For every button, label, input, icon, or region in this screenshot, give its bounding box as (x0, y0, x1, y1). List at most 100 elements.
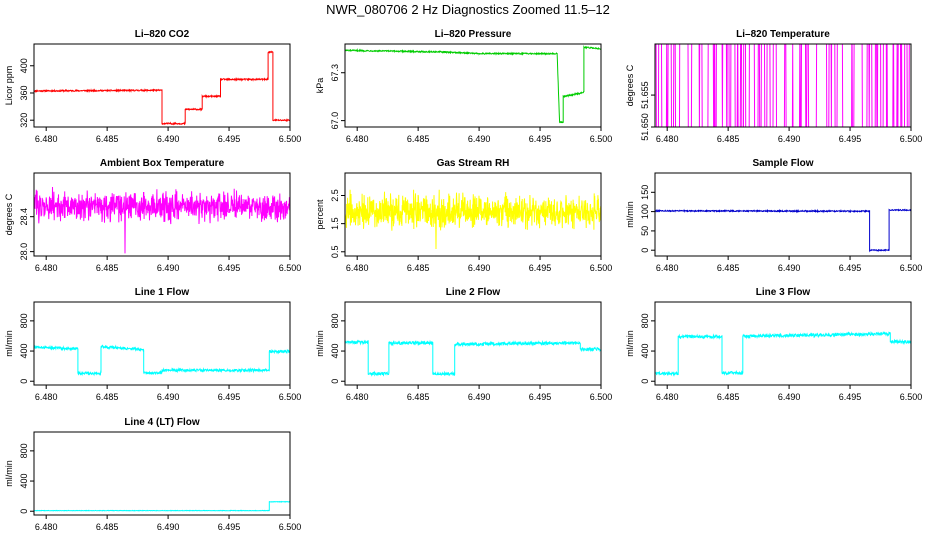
line-3-flow-xtick-label: 6.485 (717, 392, 740, 402)
li-820-co2-title: Li–820 CO2 (135, 29, 190, 40)
ambient-box-temperature-xtick-label: 6.490 (157, 263, 180, 273)
gas-stream-rh-plot-frame (344, 172, 602, 257)
line-2-flow-ytick-label: 800 (330, 313, 340, 328)
ambient-box-temperature-ylabel: degrees C (4, 193, 14, 235)
line-2-flow-ytick-label: 400 (330, 343, 340, 358)
li-820-co2-ytick-label: 400 (19, 58, 29, 73)
line-3-flow-xtick-label: 6.480 (656, 392, 679, 402)
li-820-co2-ytick-label: 320 (19, 113, 29, 128)
li-820-temperature-xtick-label: 6.495 (839, 134, 862, 144)
line-3-flow-ylabel: ml/min (625, 330, 635, 357)
li-820-pressure-xtick-label: 6.495 (529, 134, 552, 144)
gas-stream-rh-ytick-label: 0.5 (330, 246, 340, 259)
panel-li-820-co2: Li–820 CO2 Licor ppm 6.480 6.485 6.490 6.495 6… (4, 29, 301, 144)
li-820-pressure-xtick-label: 6.500 (590, 134, 613, 144)
sample-flow-title: Sample Flow (752, 158, 813, 169)
line-3-flow-ytick-label: 0 (640, 379, 650, 384)
line-2-flow-xtick-label: 6.495 (529, 392, 552, 402)
line-1-flow-ytick-label: 0 (19, 379, 29, 384)
sample-flow-xtick-label: 6.495 (839, 263, 862, 273)
gas-stream-rh-xtick-label: 6.485 (407, 263, 430, 273)
line-4-lt-flow-plot-frame (33, 431, 291, 516)
li-820-co2-ylabel: Licor ppm (4, 66, 14, 106)
line-3-flow-plot-frame (654, 301, 912, 386)
sample-flow-xtick-label: 6.485 (717, 263, 740, 273)
li-820-temperature-series-line (655, 44, 911, 127)
li-820-temperature-xtick-label: 6.480 (656, 134, 679, 144)
line-2-flow-ylabel: ml/min (315, 330, 325, 357)
ambient-box-temperature-xtick-label: 6.495 (218, 263, 241, 273)
line-4-lt-flow-ytick-label: 800 (19, 443, 29, 458)
sample-flow-xtick-label: 6.480 (656, 263, 679, 273)
gas-stream-rh-xtick-label: 6.495 (529, 263, 552, 273)
li-820-temperature-title: Li–820 Temperature (736, 29, 830, 40)
line-1-flow-xtick-label: 6.495 (218, 392, 241, 402)
li-820-pressure-ytick-label: 67.0 (330, 112, 340, 130)
line-2-flow-series-line (345, 339, 601, 377)
panel-line-3-flow: Line 3 Flow ml/min 6.480 6.485 6.490 6.495 6.5… (625, 287, 922, 402)
ambient-box-temperature-title: Ambient Box Temperature (100, 158, 225, 169)
panel-ambient-box-temperature: Ambient Box Temperature degrees C 6.480 6.4… (4, 158, 301, 273)
li-820-temperature-plot-frame (654, 43, 912, 128)
ambient-box-temperature-xtick-label: 6.485 (96, 263, 119, 273)
line-1-flow-plot-frame (33, 301, 291, 386)
gas-stream-rh-xtick-label: 6.500 (590, 263, 613, 273)
line-3-flow-xtick-label: 6.495 (839, 392, 862, 402)
line-4-lt-flow-ylabel: ml/min (4, 460, 14, 487)
line-4-lt-flow-xtick-label: 6.495 (218, 522, 241, 532)
sample-flow-ytick-label: 100 (640, 204, 650, 219)
line-2-flow-plot-frame (344, 301, 602, 386)
line-1-flow-ylabel: ml/min (4, 330, 14, 357)
li-820-pressure-series-line (345, 45, 601, 124)
line-4-lt-flow-xtick-label: 6.500 (279, 522, 302, 532)
line-1-flow-series-line (34, 344, 290, 377)
li-820-pressure-xtick-label: 6.485 (407, 134, 430, 144)
li-820-temperature-ylabel: degrees C (625, 64, 635, 106)
panel-li-820-pressure: Li–820 Pressure kPa 6.480 6.485 6.490 6.495 6.… (315, 29, 612, 144)
line-1-flow-xtick-label: 6.485 (96, 392, 119, 402)
line-2-flow-xtick-label: 6.480 (346, 392, 369, 402)
line-4-lt-flow-xtick-label: 6.490 (157, 522, 180, 532)
li-820-temperature-xtick-label: 6.500 (900, 134, 923, 144)
line-4-lt-flow-series-line (34, 500, 290, 512)
panels-grid: Li–820 CO2 Licor ppm 6.480 6.485 6.490 6.495 6… (4, 29, 922, 532)
line-2-flow-title: Line 2 Flow (446, 287, 501, 298)
li-820-temperature-ytick-label: 51.650 (640, 113, 650, 141)
gas-stream-rh-series-line (345, 189, 601, 250)
ambient-box-temperature-series-line (34, 186, 290, 254)
li-820-co2-xtick-label: 6.480 (35, 134, 58, 144)
li-820-pressure-plot-frame (344, 43, 602, 128)
line-4-lt-flow-title: Line 4 (LT) Flow (124, 417, 200, 428)
li-820-co2-xtick-label: 6.485 (96, 134, 119, 144)
sample-flow-plot-frame (654, 172, 912, 257)
line-1-flow-xtick-label: 6.480 (35, 392, 58, 402)
li-820-co2-ytick-label: 360 (19, 85, 29, 100)
line-4-lt-flow-ytick-label: 400 (19, 473, 29, 488)
li-820-temperature-xtick-label: 6.485 (717, 134, 740, 144)
line-1-flow-title: Line 1 Flow (135, 287, 190, 298)
li-820-co2-plot-frame (33, 43, 291, 128)
gas-stream-rh-ylabel: percent (315, 199, 325, 230)
gas-stream-rh-xtick-label: 6.480 (346, 263, 369, 273)
line-3-flow-xtick-label: 6.490 (778, 392, 801, 402)
li-820-co2-xtick-label: 6.495 (218, 134, 241, 144)
panel-li-820-temperature: Li–820 Temperature degrees C 6.480 6.485 6.4… (625, 29, 922, 144)
gas-stream-rh-xtick-label: 6.490 (468, 263, 491, 273)
li-820-co2-series-line (34, 50, 290, 126)
sample-flow-ytick-label: 50 (640, 226, 650, 236)
ambient-box-temperature-ytick-label: 28.4 (19, 208, 29, 226)
line-4-lt-flow-xtick-label: 6.480 (35, 522, 58, 532)
sample-flow-ytick-label: 0 (640, 248, 650, 253)
li-820-co2-xtick-label: 6.490 (157, 134, 180, 144)
sample-flow-xtick-label: 6.500 (900, 263, 923, 273)
line-1-flow-xtick-label: 6.490 (157, 392, 180, 402)
gas-stream-rh-ytick-label: 2.5 (330, 189, 340, 202)
li-820-pressure-ylabel: kPa (315, 78, 325, 94)
panel-line-4-lt-flow: Line 4 (LT) Flow ml/min 6.480 6.485 6.490 6.4… (4, 417, 301, 532)
ambient-box-temperature-ytick-label: 28.0 (19, 243, 29, 261)
li-820-pressure-xtick-label: 6.480 (346, 134, 369, 144)
line-4-lt-flow-ytick-label: 0 (19, 509, 29, 514)
line-4-lt-flow-xtick-label: 6.485 (96, 522, 119, 532)
panel-line-1-flow: Line 1 Flow ml/min 6.480 6.485 6.490 6.495 6.5… (4, 287, 301, 402)
li-820-temperature-ytick-label: 51.655 (640, 81, 650, 109)
